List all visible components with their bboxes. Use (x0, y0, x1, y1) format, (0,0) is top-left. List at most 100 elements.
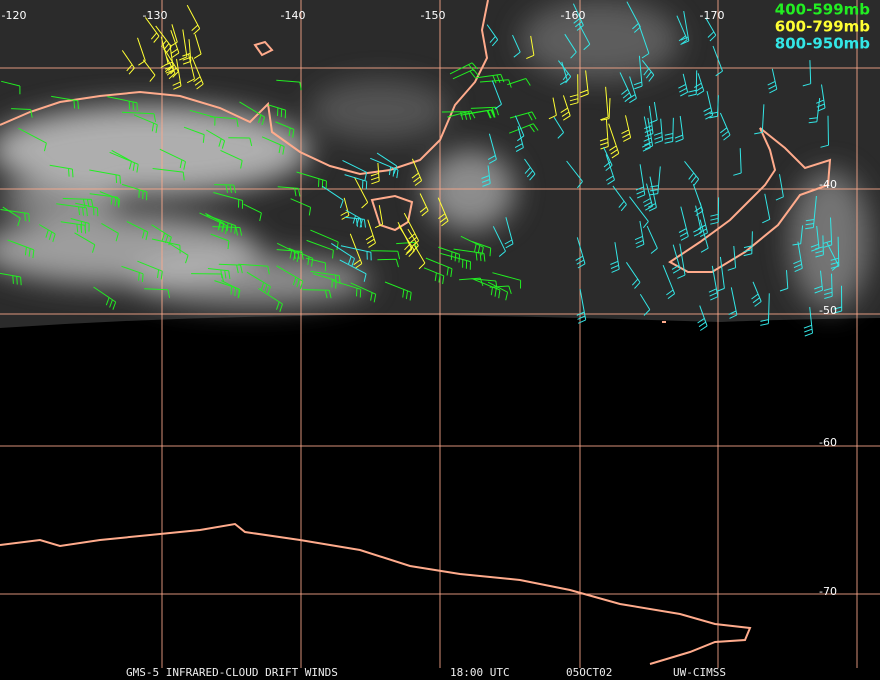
wind-barb (93, 286, 117, 310)
wind-barb (258, 288, 283, 312)
wind-barb (619, 72, 632, 103)
wind-barb (2, 206, 21, 227)
wind-barb (504, 217, 514, 249)
wind-barb (209, 116, 239, 127)
wind-barb (447, 110, 476, 119)
wind-barb (162, 46, 179, 78)
wind-barbs (0, 1, 843, 337)
wind-barb (243, 203, 262, 222)
wind-barb (486, 24, 499, 47)
wind-barb (142, 59, 156, 82)
wind-barb (121, 183, 148, 201)
wind-barb (709, 95, 719, 119)
wind-barb (727, 245, 737, 271)
legend-entry: 400-599mb (775, 1, 870, 19)
longitude-label: -140 (281, 9, 306, 22)
wind-barb (164, 56, 176, 80)
footer-text: UW-CIMSS (673, 666, 726, 679)
wind-barb (453, 248, 486, 262)
wind-barb (716, 256, 725, 292)
wind-barb (350, 282, 377, 303)
wind-barb (160, 36, 169, 68)
wind-barb (671, 244, 681, 274)
wind-barb (56, 203, 88, 217)
wind-barb (760, 293, 770, 326)
wind-barb (238, 263, 270, 275)
wind-barb (512, 34, 521, 58)
wind-barb (775, 174, 784, 201)
wind-barb (62, 198, 94, 208)
wind-barb (49, 164, 74, 178)
wind-barb (302, 289, 332, 299)
wind-barb (491, 80, 502, 110)
wind-barb (793, 241, 803, 273)
wind-barb (182, 39, 192, 65)
wind-barb (600, 86, 609, 121)
wind-barb (261, 136, 285, 155)
wind-barb (626, 1, 641, 33)
wind-barb (449, 62, 478, 75)
wind-barb (345, 209, 363, 228)
wind-barb (172, 58, 182, 90)
wind-barb (374, 205, 384, 229)
wind-barb (411, 158, 423, 186)
wind-barb (754, 104, 765, 135)
coastlines (0, 0, 832, 665)
wind-barb (152, 168, 185, 181)
wind-barb (370, 157, 399, 179)
wind-barb (166, 241, 189, 264)
legend-entry: 600-799mb (775, 18, 870, 36)
wind-barb (0, 209, 30, 222)
wind-barb (767, 68, 778, 94)
wind-barb (678, 206, 689, 241)
wind-barb (214, 184, 237, 194)
wind-barb (830, 236, 840, 269)
wind-barb (471, 278, 498, 290)
wind-barb (377, 258, 399, 268)
wind-barb (290, 198, 312, 216)
legend-entry: 800-950mb (775, 35, 870, 53)
wind-barb (823, 273, 833, 299)
wind-barb (170, 30, 180, 58)
wind-barb (779, 270, 789, 292)
wind-barb (210, 233, 230, 250)
wind-barb (560, 95, 571, 121)
wind-barb (89, 193, 120, 206)
wind-barb (692, 184, 704, 216)
wind-barb (275, 121, 295, 138)
wind-barb (376, 152, 398, 174)
wind-barb (826, 242, 839, 271)
wind-barb (7, 239, 35, 259)
wind-barb (365, 219, 376, 248)
wind-barb (89, 169, 121, 184)
wind-barb (306, 239, 334, 259)
wind-barb (296, 171, 327, 190)
wind-barb (664, 117, 674, 144)
wind-barb (808, 97, 821, 124)
wind-barb (680, 11, 690, 45)
wind-barb (699, 219, 709, 253)
wind-barb (605, 154, 615, 185)
wind-barb (199, 212, 228, 234)
wind-barb (403, 212, 420, 247)
wind-barb (342, 159, 368, 181)
wind-barb (575, 237, 586, 269)
wind-barb (751, 281, 762, 307)
wind-barb (159, 148, 186, 170)
wind-barb (572, 3, 584, 31)
wind-barb (559, 61, 568, 86)
wind-barb (75, 202, 99, 217)
wind-barb (612, 185, 627, 212)
wind-barb (816, 84, 826, 112)
wind-barb (638, 24, 650, 59)
wind-barb (268, 104, 287, 119)
wind-barb (487, 133, 497, 164)
wind-barb (608, 123, 620, 159)
wind-barb (437, 197, 449, 227)
wind-barb (419, 193, 429, 217)
wind-barb (331, 242, 355, 267)
wind-barb (473, 278, 501, 299)
wind-barb (647, 176, 657, 212)
wind-barb (332, 280, 362, 298)
wind-barb (99, 191, 121, 208)
